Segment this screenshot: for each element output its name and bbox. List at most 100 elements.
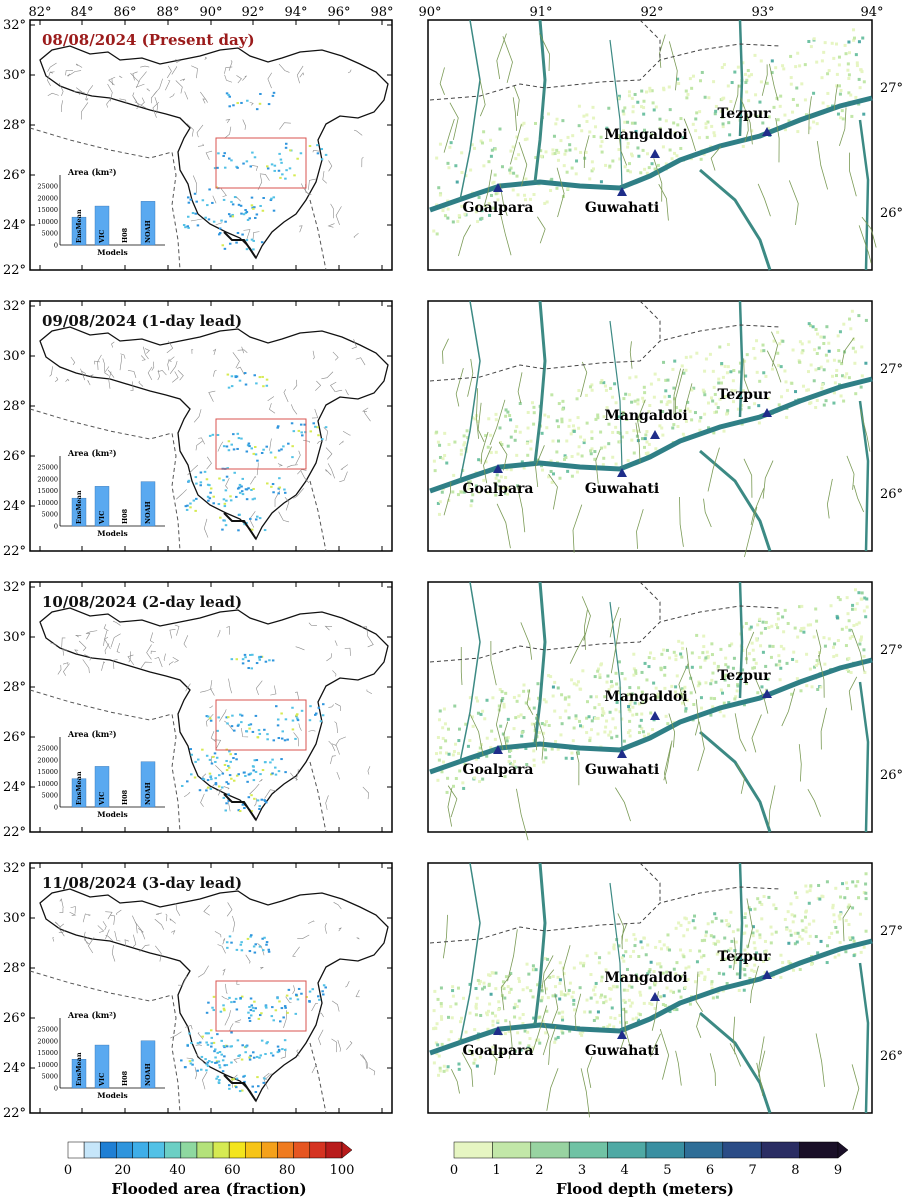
flood-depth-cell bbox=[654, 945, 658, 949]
flooded-cell bbox=[204, 216, 207, 219]
flood-depth-cell bbox=[432, 229, 436, 233]
flooded-cell bbox=[218, 227, 222, 230]
river-line bbox=[256, 462, 259, 476]
flooded-cell bbox=[253, 797, 256, 800]
flood-depth-cell bbox=[530, 722, 534, 726]
flood-depth-cell bbox=[675, 1008, 679, 1012]
flood-depth-cell bbox=[832, 655, 836, 659]
flooded-cell bbox=[212, 1041, 216, 1044]
flood-depth-cell bbox=[623, 165, 627, 169]
panel-date-label: 10/08/2024 (2-day lead) bbox=[42, 593, 242, 611]
flood-depth-cell bbox=[624, 1010, 628, 1014]
flood-depth-cell bbox=[592, 988, 596, 992]
flood-depth-cell bbox=[758, 379, 762, 383]
minor-river-line bbox=[469, 713, 484, 757]
flood-depth-cell bbox=[501, 732, 505, 736]
flood-depth-cell bbox=[633, 399, 637, 403]
flood-depth-cell bbox=[540, 722, 544, 726]
flood-depth-cell bbox=[630, 400, 634, 404]
flood-depth-cell bbox=[679, 923, 683, 927]
flooded-cell bbox=[190, 773, 193, 776]
minor-river-line bbox=[535, 445, 545, 488]
flood-depth-cell bbox=[590, 436, 594, 440]
flooded-cell bbox=[270, 773, 273, 776]
river-line bbox=[108, 371, 112, 389]
flooded-cell bbox=[237, 203, 241, 206]
flood-depth-cell bbox=[457, 751, 461, 755]
flood-depth-cell bbox=[795, 896, 799, 900]
city-marker-icon bbox=[650, 149, 660, 158]
flooded-cell bbox=[182, 224, 186, 227]
flood-depth-cell bbox=[618, 135, 622, 139]
flood-depth-cell bbox=[600, 993, 604, 997]
flood-depth-cell bbox=[558, 978, 562, 982]
flood-depth-cell bbox=[528, 197, 532, 201]
flood-depth-cell bbox=[830, 931, 834, 935]
flood-depth-cell bbox=[603, 730, 607, 734]
tributary-river bbox=[459, 581, 481, 763]
flood-depth-cell bbox=[607, 442, 611, 446]
river-line bbox=[296, 65, 304, 84]
flood-depth-cell bbox=[752, 969, 756, 973]
flood-depth-cell bbox=[836, 334, 840, 338]
flood-depth-cell bbox=[640, 670, 644, 674]
flood-depth-cell bbox=[762, 371, 766, 375]
longitude-label: 88° bbox=[156, 5, 179, 20]
flooded-cell bbox=[219, 516, 222, 519]
river-line bbox=[224, 1010, 231, 1026]
flood-depth-cell bbox=[844, 52, 848, 56]
river-line bbox=[338, 927, 342, 932]
flood-depth-cell bbox=[835, 368, 839, 372]
flood-depth-cell bbox=[505, 739, 509, 743]
inset-ytick-label: 0 bbox=[54, 804, 58, 812]
river-line bbox=[132, 71, 138, 81]
flood-depth-cell bbox=[710, 980, 714, 984]
flood-depth-cell bbox=[732, 656, 736, 660]
flood-depth-cell bbox=[534, 968, 538, 972]
flood-depth-cell bbox=[779, 953, 783, 957]
flood-depth-cell bbox=[686, 92, 690, 96]
flood-depth-cell bbox=[713, 410, 717, 414]
flooded-cell bbox=[250, 667, 254, 670]
inset-ytick-label: 0 bbox=[54, 242, 58, 250]
flood-depth-cell bbox=[795, 677, 799, 681]
flood-depth-cell bbox=[579, 150, 583, 154]
minor-river-line bbox=[636, 509, 644, 549]
flood-depth-cell bbox=[538, 1015, 542, 1019]
flood-depth-cell bbox=[506, 486, 510, 490]
flood-depth-cell bbox=[642, 936, 646, 940]
flood-depth-cell bbox=[758, 100, 762, 104]
flood-depth-cell bbox=[683, 916, 687, 920]
flood-depth-cell bbox=[753, 963, 757, 967]
flood-depth-cell bbox=[847, 40, 851, 44]
flooded-cell bbox=[250, 447, 253, 450]
river-line bbox=[97, 925, 105, 933]
flood-depth-cell bbox=[489, 138, 493, 142]
flood-depth-cell bbox=[845, 596, 849, 600]
flood-depth-cell bbox=[566, 135, 570, 139]
flood-depth-cell bbox=[727, 121, 731, 125]
flood-depth-cell bbox=[748, 977, 752, 981]
river-line bbox=[119, 355, 122, 371]
flooded-cell bbox=[277, 449, 281, 452]
flood-depth-cell bbox=[735, 972, 739, 976]
flood-depth-cell bbox=[771, 367, 775, 371]
flood-depth-cell bbox=[649, 382, 653, 386]
flood-depth-cell bbox=[679, 117, 683, 121]
flooded-cell bbox=[208, 188, 211, 191]
flood-depth-cell bbox=[847, 73, 851, 77]
flood-depth-cell bbox=[722, 63, 726, 67]
flooded-cell bbox=[227, 93, 230, 96]
flood-depth-cell bbox=[726, 365, 730, 369]
flooded-cell bbox=[242, 1075, 245, 1078]
flooded-area-swatch bbox=[99, 1141, 117, 1159]
flood-depth-cell bbox=[691, 122, 695, 126]
city-label: Mangaldoi bbox=[604, 970, 687, 986]
minor-river-line bbox=[509, 124, 522, 165]
flooded-cell bbox=[270, 163, 274, 166]
flood-depth-cell bbox=[628, 162, 632, 166]
flooded-cell bbox=[218, 1064, 221, 1067]
flood-depth-cell bbox=[771, 974, 775, 978]
flood-depth-cell bbox=[556, 686, 560, 690]
minor-river-line bbox=[849, 152, 857, 197]
